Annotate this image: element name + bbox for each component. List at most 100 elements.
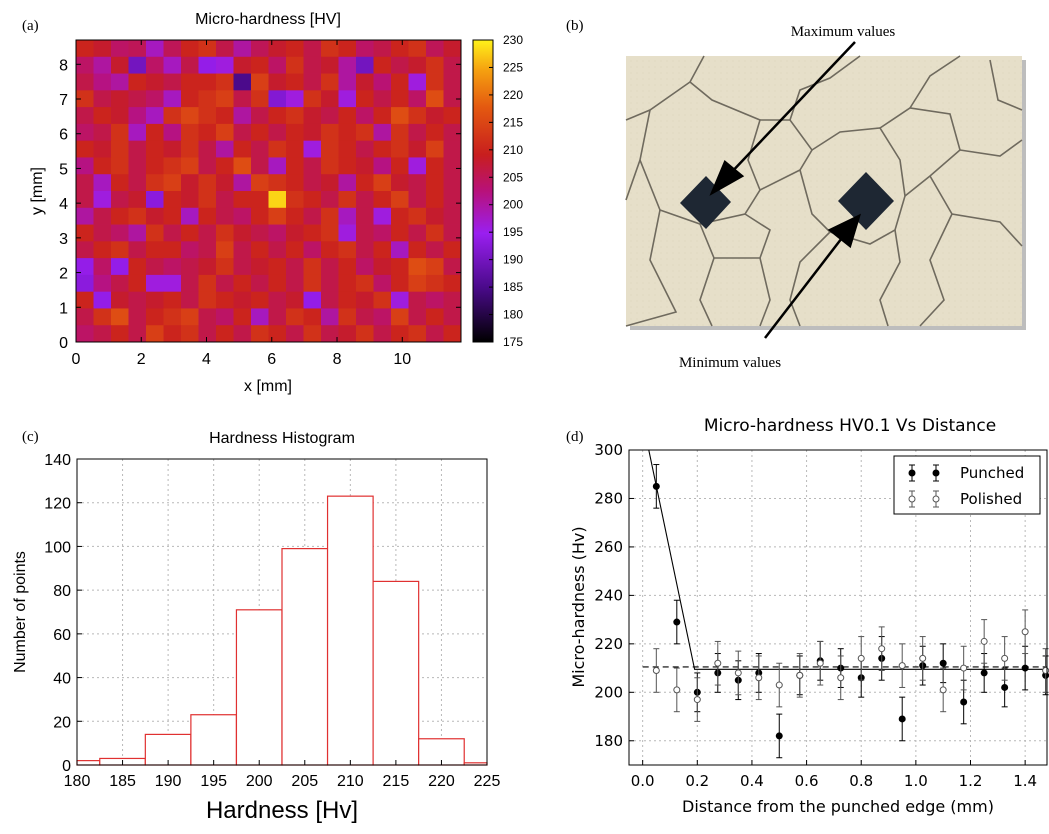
heatmap-cell: [408, 157, 427, 175]
heatmap-cell: [338, 174, 357, 192]
heatmap-cell: [408, 123, 427, 142]
heatmap-cell: [443, 224, 462, 242]
heatmap-cell: [181, 325, 199, 343]
heatmap-cell: [321, 140, 339, 158]
polished-point: [734, 669, 742, 677]
heatmap-cell: [146, 291, 164, 309]
heatmap-cell: [408, 140, 427, 158]
heatmap-cell: [146, 123, 164, 142]
heatmap-cell: [268, 291, 287, 309]
heatmap-cell: [76, 291, 94, 309]
heatmap-cell: [408, 291, 427, 309]
heatmap-cell: [443, 56, 462, 74]
heatmap-cell: [216, 157, 234, 175]
heatmap-cell: [233, 325, 252, 343]
polished-point: [980, 637, 988, 645]
heatmap-cell: [181, 191, 199, 209]
heatmap-cell: [356, 107, 374, 125]
heatmap-cell: [408, 174, 427, 192]
heatmap-cell: [76, 56, 94, 74]
heatmap-cell: [338, 56, 357, 74]
heatmap-cell: [198, 274, 217, 293]
heatmap-panel: Micro-hardness [HV] 0 2 4 6 8 10 0 1 2 3 4 5 6 7 8 x …: [29, 11, 523, 395]
heatmap-cell: [338, 140, 357, 158]
heatmap-cell: [268, 157, 287, 175]
colorbar-tick-label: 185: [503, 280, 523, 294]
heatmap-cell: [216, 140, 234, 158]
heatmap-cell: [198, 90, 217, 108]
colorbar-tick-label: 190: [503, 253, 523, 267]
histogram-panel: Hardness Histogram 180 185 190 195 200 205 210…: [12, 430, 500, 824]
heatmap-y-tick-label: 2: [59, 266, 68, 283]
heatmap-cell: [443, 207, 462, 225]
heatmap-cell: [338, 325, 357, 343]
polished-point: [837, 674, 845, 682]
heatmap-cell: [356, 325, 374, 343]
heatmap-cell: [128, 40, 147, 58]
heatmap-cell: [268, 224, 287, 242]
heatmap-cell: [111, 191, 129, 209]
heatmap-cell: [163, 90, 182, 108]
heatmap-cell: [163, 207, 182, 225]
panel-label-b: (b): [566, 18, 584, 34]
heatmap-cell: [76, 90, 94, 108]
histogram-bar: [190, 714, 238, 766]
heatmap-cell: [338, 258, 357, 276]
heatmap-cell: [233, 123, 252, 142]
histogram-y-tick-label: 100: [44, 539, 71, 556]
heatmap-cell: [408, 258, 427, 276]
heatmap-cell: [426, 56, 444, 74]
heatmap-cell: [268, 107, 287, 125]
heatmap-cell: [163, 274, 182, 293]
scatter-x-tick-label: 0.8: [849, 772, 873, 790]
heatmap-cell: [373, 157, 392, 175]
polished-point: [796, 671, 804, 679]
heatmap-cell: [443, 274, 462, 293]
heatmap-cell: [76, 140, 94, 158]
heatmap-cell: [93, 73, 112, 91]
heatmap-cell: [163, 123, 182, 142]
heatmap-cell: [198, 241, 217, 259]
heatmap-cell: [251, 123, 269, 142]
scatter-x-tick-label: 0.6: [795, 772, 819, 790]
histogram-x-tick-label: 180: [64, 773, 91, 790]
heatmap-cell: [321, 123, 339, 142]
arrow-min: [764, 213, 862, 339]
heatmap-cell: [391, 73, 409, 91]
colorbar-tick-label: 180: [503, 308, 523, 322]
heatmap-cell: [286, 123, 304, 142]
heatmap-cell: [426, 174, 444, 192]
heatmap-cell: [76, 274, 94, 293]
punched-point: [775, 732, 783, 740]
histogram-bar: [281, 548, 329, 766]
heatmap-cell: [286, 207, 304, 225]
heatmap-cell: [76, 40, 94, 58]
heatmap-cell: [391, 325, 409, 343]
heatmap-cell: [76, 241, 94, 259]
histogram-bar: [372, 580, 420, 766]
heatmap-cell: [443, 40, 462, 58]
heatmap-cell: [426, 90, 444, 108]
heatmap-cell: [286, 241, 304, 259]
heatmap-cell: [76, 308, 94, 326]
heatmap-cell: [426, 258, 444, 276]
heatmap-cell: [233, 291, 252, 309]
heatmap-cell: [338, 308, 357, 326]
heatmap-cell: [286, 224, 304, 242]
polished-point: [1001, 654, 1009, 662]
histogram-frame: [76, 458, 488, 766]
heatmap-cell: [251, 40, 269, 58]
heatmap-y-tick-label: 3: [59, 231, 68, 248]
heatmap-cell: [251, 207, 269, 225]
heatmap-cell: [146, 73, 164, 91]
polished-point: [898, 662, 906, 670]
heatmap-cell: [321, 40, 339, 58]
heatmap-cell: [146, 140, 164, 158]
heatmap-cell: [233, 90, 252, 108]
heatmap-cell: [321, 241, 339, 259]
heatmap-cell: [233, 224, 252, 242]
heatmap-cell: [356, 274, 374, 293]
heatmap-cell: [181, 274, 199, 293]
histogram-y-tick-label: 80: [53, 583, 71, 600]
